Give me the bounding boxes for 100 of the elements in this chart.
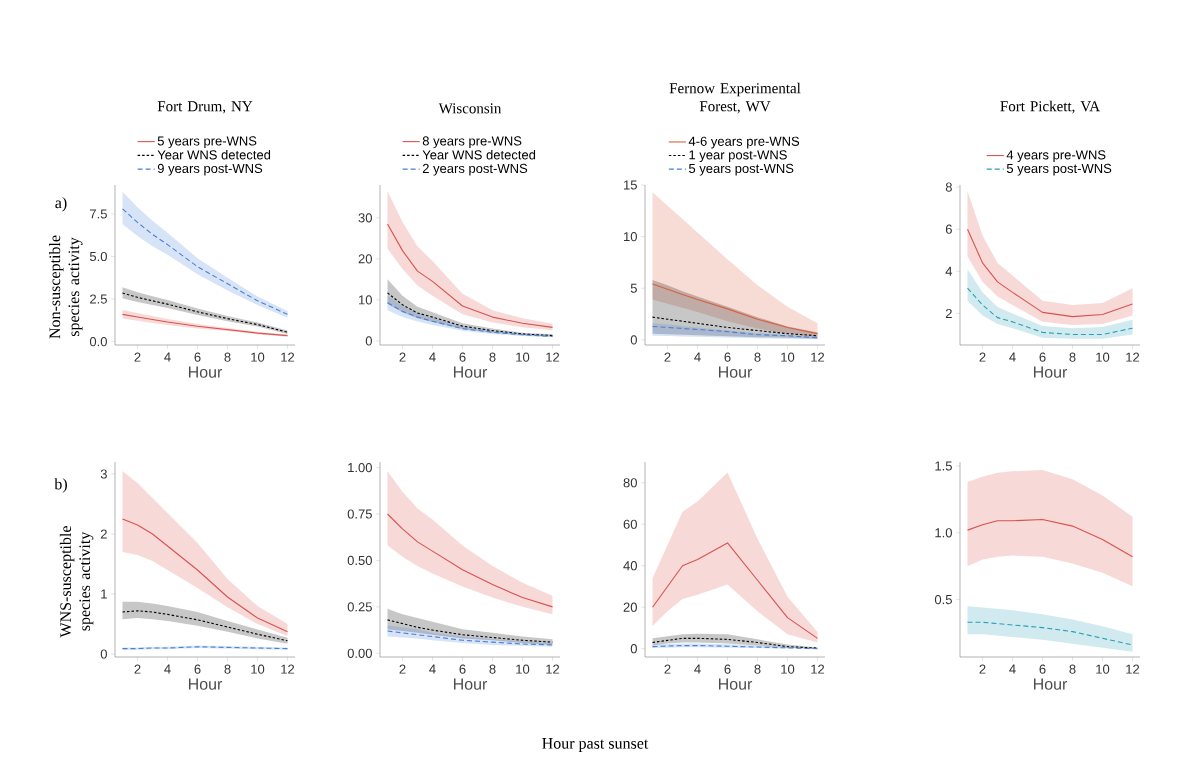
y-tick-label: 0.00 — [347, 648, 372, 658]
x-tick-label: 6 — [724, 664, 731, 674]
legend-label: 2 years post-WNS — [422, 163, 528, 176]
x-tick-label: 2 — [664, 352, 671, 362]
y-tick-label: 80 — [623, 478, 637, 488]
y-tick-label: 8 — [945, 182, 952, 192]
x-tick-label: 12 — [1126, 664, 1140, 674]
y-tick-label: 0.50 — [347, 555, 372, 566]
y-tick-label: 1.0 — [935, 528, 952, 538]
y-tick-label: 5 — [630, 283, 637, 293]
y-tick-label: 60 — [623, 519, 637, 529]
line-series — [386, 513, 554, 608]
x-tick-label: 4 — [429, 664, 436, 674]
chart-title: Fernow Experimental Forest, WV — [669, 82, 801, 114]
legend-label: 9 years post-WNS — [157, 163, 263, 176]
x-tick-label: 6 — [724, 352, 731, 362]
x-tick-label: 10 — [781, 664, 795, 674]
line-series — [966, 518, 1134, 558]
x-tick-label: 10 — [516, 352, 530, 362]
y-tick-label: 0 — [630, 335, 637, 345]
y-tick-label: 20 — [623, 602, 637, 612]
y-tick-label: 2 — [100, 529, 107, 539]
line-series — [386, 619, 554, 643]
y-tick-label: 0.25 — [347, 602, 372, 612]
x-tick-label: 4 — [694, 352, 701, 362]
chart-title: Fort Pickett, VA — [1000, 100, 1100, 114]
x-tick-label: 6 — [459, 352, 466, 362]
x-tick-label: 8 — [1069, 664, 1076, 674]
x-tick-label: 12 — [281, 664, 295, 674]
legend-label: Year WNS detected — [422, 149, 536, 160]
y-tick-label: 1.00 — [348, 462, 372, 473]
x-tick-label: 10 — [251, 352, 265, 362]
x-axis-title: Hour — [718, 678, 753, 690]
y-tick-label: 3 — [100, 469, 107, 479]
x-axis-title: Hour — [188, 678, 223, 690]
line-series — [386, 302, 554, 337]
x-axis-title: Hour — [718, 366, 753, 378]
y-tick-label: 6 — [945, 224, 952, 234]
legend-label: Year WNS detected — [157, 149, 271, 160]
x-tick-label: 4 — [164, 352, 171, 362]
x-tick-label: 8 — [754, 664, 761, 674]
legend-label: 8 years pre-WNS — [422, 136, 522, 149]
x-tick-label: 6 — [194, 664, 201, 674]
y-axis-title: Non-susceptible species activity — [48, 235, 83, 339]
y-tick-label: 10 — [624, 232, 637, 242]
line-series — [121, 518, 289, 633]
y-tick-label: 2 — [945, 308, 952, 318]
x-tick-label: 2 — [399, 664, 406, 674]
line-series — [386, 223, 554, 328]
x-tick-label: 8 — [224, 664, 231, 674]
x-axis-title: Hour — [453, 678, 488, 690]
y-tick-label: 0.0 — [89, 336, 107, 347]
y-axis-title: WNS-susceptible species activity — [59, 526, 94, 638]
line-series — [966, 287, 1134, 336]
y-tick-label: 0 — [630, 644, 637, 654]
x-tick-label: 12 — [811, 664, 825, 674]
x-tick-label: 8 — [1069, 352, 1076, 362]
legend-label: 5 years post-WNS — [688, 163, 794, 176]
y-tick-label: 7.5 — [90, 209, 107, 219]
y-tick-label: 1.5 — [935, 461, 952, 471]
x-tick-label: 10 — [781, 352, 795, 362]
y-tick-label: 1 — [101, 589, 107, 599]
x-tick-label: 4 — [429, 352, 436, 362]
text: b) — [54, 478, 67, 493]
x-tick-label: 6 — [1039, 352, 1046, 362]
y-tick-label: 15 — [624, 180, 637, 190]
x-tick-label: 6 — [194, 352, 201, 362]
x-tick-label: 4 — [1009, 664, 1016, 674]
line-series — [386, 630, 554, 646]
y-tick-label: 2.5 — [90, 294, 107, 304]
x-tick-label: 12 — [1126, 352, 1140, 362]
y-tick-label: 10 — [359, 295, 372, 305]
x-tick-label: 12 — [546, 352, 560, 362]
legend-label: 4-6 years pre-WNS — [688, 136, 800, 149]
chart-title: Wisconsin — [438, 103, 502, 114]
x-tick-label: 8 — [489, 664, 496, 674]
x-tick-label: 12 — [546, 664, 560, 674]
line-series — [651, 542, 819, 639]
y-tick-label: 5.0 — [89, 251, 107, 262]
x-tick-label: 10 — [251, 664, 265, 674]
y-tick-label: 4 — [945, 266, 953, 276]
x-axis-title: Hour — [453, 366, 488, 378]
x-tick-label: 8 — [489, 352, 496, 362]
x-tick-label: 2 — [134, 664, 141, 674]
x-tick-label: 10 — [1096, 664, 1110, 674]
x-tick-label: 12 — [281, 352, 295, 362]
x-tick-label: 2 — [399, 352, 406, 362]
legend-label: 5 years pre-WNS — [157, 136, 257, 149]
chart-title: Fort Drum, NY — [157, 101, 253, 114]
x-tick-label: 8 — [224, 352, 231, 362]
x-tick-label: 6 — [1039, 664, 1046, 674]
y-tick-label: 0 — [100, 649, 107, 659]
line-series — [651, 637, 819, 649]
text: Hour past sunset — [542, 738, 649, 752]
x-tick-label: 2 — [979, 352, 986, 362]
legend-label: 4 years pre-WNS — [1006, 150, 1106, 163]
x-tick-label: 2 — [979, 664, 986, 674]
x-tick-label: 4 — [164, 664, 171, 674]
line-series — [651, 316, 819, 337]
x-tick-label: 12 — [811, 352, 825, 362]
